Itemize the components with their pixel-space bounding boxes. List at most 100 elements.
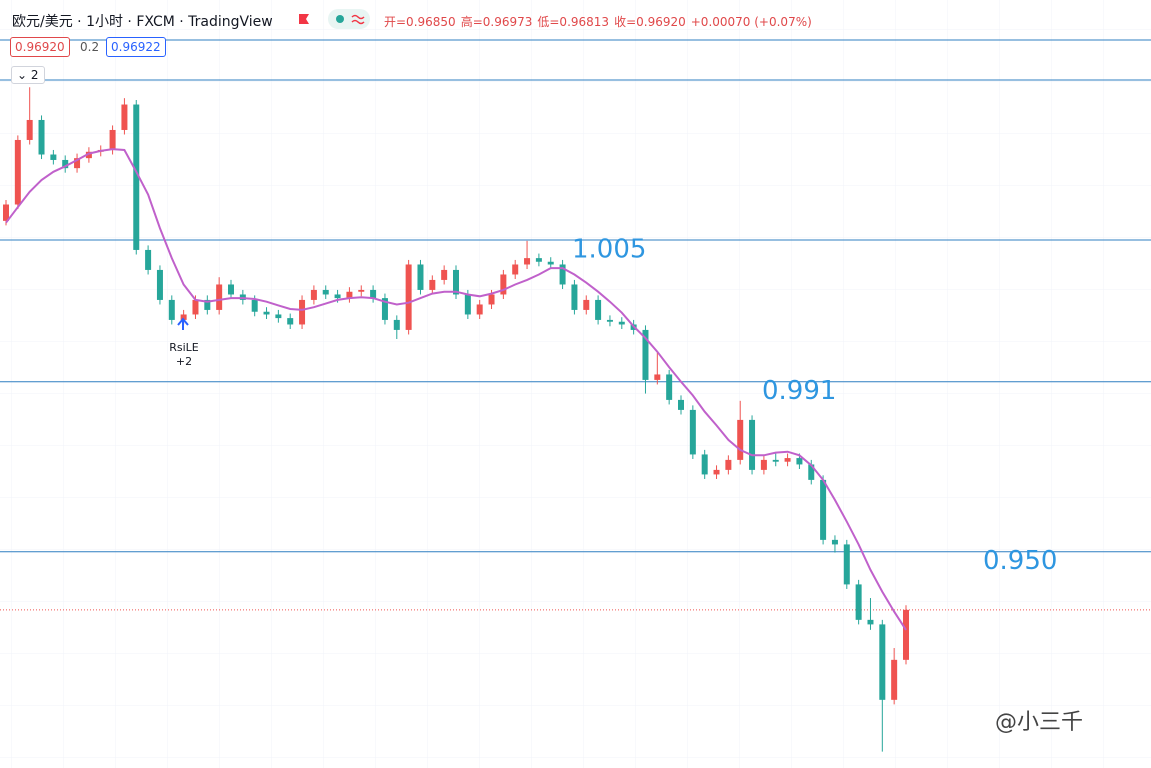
candle-body	[441, 269, 448, 280]
candle-body	[583, 299, 590, 310]
candle-body	[156, 269, 163, 300]
candle-body	[571, 284, 578, 310]
candle-body	[74, 158, 81, 169]
candle-body	[228, 284, 234, 295]
candle-body	[831, 539, 838, 545]
ohlc-item: +0.00070 (+0.07%)	[690, 15, 812, 29]
candle-body	[322, 289, 329, 295]
candle-body	[216, 284, 223, 310]
candle-body	[50, 154, 57, 160]
sell-price-box[interactable]: 0.96920	[10, 37, 70, 57]
candle-body	[749, 419, 756, 470]
candle-body	[275, 314, 282, 319]
moving-average	[5, 148, 907, 631]
candle-body	[784, 458, 791, 462]
candle-body	[879, 624, 886, 700]
candle-body	[772, 459, 779, 462]
signal-qty: +2	[176, 355, 192, 368]
ohlc-item: 高=0.96973	[460, 15, 533, 29]
candle-body	[654, 374, 661, 380]
candle-body	[524, 258, 531, 265]
spread-label: 0.2	[80, 40, 100, 54]
ohlc-item: 收=0.96920	[614, 15, 686, 29]
indicator-count: 2	[30, 68, 39, 82]
candle-body	[737, 419, 744, 460]
candle-body	[381, 298, 388, 320]
candle-body	[417, 264, 424, 290]
candle-body	[512, 264, 519, 275]
candle-body	[26, 119, 33, 140]
status-icons	[336, 14, 365, 25]
candle-body	[547, 261, 554, 265]
candle-body	[109, 129, 116, 150]
candle-body	[464, 294, 471, 315]
candle-body	[488, 294, 495, 305]
candle-body	[666, 374, 673, 400]
ohlc-item: 低=0.96813	[537, 15, 610, 29]
line-label: 0.991	[762, 376, 836, 406]
ohlc-item: 开=0.96850	[384, 15, 456, 29]
candle-body	[85, 151, 92, 159]
candle-body	[358, 289, 365, 292]
candle-body	[725, 459, 732, 470]
line-label: 1.005	[572, 234, 646, 264]
candle-body	[701, 454, 708, 475]
signal-arrow	[177, 317, 189, 330]
candle-body	[133, 104, 140, 250]
candle-body	[393, 319, 400, 330]
watermark: @小三千	[995, 710, 1084, 735]
candle-body	[14, 139, 21, 205]
candle-body	[453, 269, 459, 295]
candle-body	[500, 274, 507, 295]
candle-body	[606, 319, 613, 322]
candle-body	[843, 544, 850, 585]
candle-body	[891, 659, 898, 700]
candle-body	[145, 249, 152, 270]
ohlc-legend: 开=0.96850 高=0.96973 低=0.96813 收=0.96920 +0.0…	[384, 13, 817, 30]
candle-body	[678, 399, 684, 410]
candle-body	[263, 311, 270, 315]
candle-body	[38, 119, 45, 155]
candle-body	[559, 264, 566, 285]
candle-body	[346, 291, 353, 299]
flag-icon[interactable]	[296, 12, 312, 28]
candle-body	[820, 479, 827, 540]
candle-body	[867, 619, 874, 625]
candle-body	[370, 289, 377, 299]
candle-body	[299, 299, 306, 325]
candle-body	[62, 159, 69, 169]
candle-body	[287, 318, 294, 325]
candle-body	[192, 299, 199, 315]
candle-body	[476, 304, 483, 315]
candle-body	[180, 314, 187, 320]
candle-body	[121, 104, 128, 130]
candle-body	[796, 458, 803, 465]
signal-name: RsiLE	[169, 341, 199, 354]
chart-title: 欧元/美元 · 1小时 · FXCM · TradingView	[12, 14, 273, 30]
candle-body	[689, 409, 696, 455]
candle-body	[903, 609, 909, 660]
candle-body	[642, 329, 649, 380]
candle-body	[535, 258, 542, 262]
indicator-toggle[interactable]: ⌄ 2	[11, 66, 45, 84]
candle-body	[618, 321, 625, 325]
candle-body	[595, 299, 602, 320]
candle-body	[713, 469, 720, 475]
candle-body	[760, 459, 767, 470]
buy-price-box[interactable]: 0.96922	[106, 37, 166, 57]
candle-body	[855, 584, 862, 620]
status-pill[interactable]	[328, 9, 370, 29]
candle-body	[3, 204, 9, 221]
line-label: 0.950	[983, 546, 1057, 576]
candle-body	[429, 279, 436, 290]
candle-body	[251, 299, 258, 312]
candle-body	[405, 264, 412, 330]
candle-body	[168, 299, 175, 320]
candle-body	[808, 464, 815, 480]
candle-body	[310, 289, 317, 300]
candle-body	[204, 299, 211, 310]
candle-body	[334, 294, 341, 299]
